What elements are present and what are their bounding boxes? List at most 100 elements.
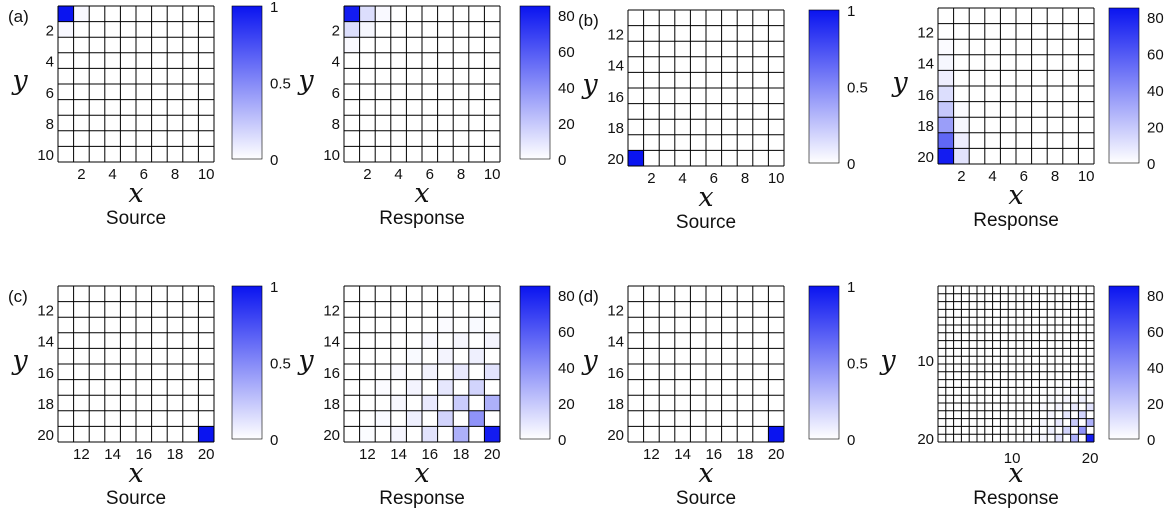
y-tick-label: 20 [37, 427, 54, 444]
heatmap-cell [344, 6, 360, 22]
heatmap-cell [468, 317, 485, 333]
colorbar: 00.51 [808, 3, 868, 173]
x-tick-label: 18 [453, 446, 470, 463]
heatmap-cell [468, 348, 485, 364]
heatmap-cell [1047, 426, 1055, 435]
x-tick-label: 6 [710, 170, 718, 187]
heatmap-panel-8: 10 20 10 20 x y Response 0 20 40 60 80 [879, 285, 1164, 509]
heatmap-cell [484, 426, 500, 442]
y-tick-label: 2 [46, 22, 54, 39]
heatmap-cell [390, 426, 407, 442]
x-tick-label: 12 [643, 446, 660, 463]
y-axis-label: y [891, 67, 908, 98]
heatmap-cell [1039, 418, 1048, 427]
heatmap-cell [1086, 403, 1094, 411]
heatmap-cell [1062, 410, 1071, 419]
heatmap-cell [344, 37, 360, 53]
heatmap-cell [1062, 379, 1071, 388]
x-tick-label: 4 [678, 170, 686, 187]
heatmap-cell [1086, 434, 1094, 442]
heatmap-cell [406, 379, 422, 396]
x-tick-label: 6 [140, 166, 148, 183]
colorbar-gradient [1108, 285, 1140, 440]
colorbar: 0 20 40 60 80 [519, 285, 575, 449]
y-axis-label: y [11, 345, 28, 376]
heatmap-cell [1070, 387, 1079, 396]
x-tick-label: 10 [198, 166, 215, 183]
colorbar-tick-label: 40 [1147, 83, 1164, 100]
panel-caption: Source [106, 488, 166, 509]
y-tick-label: 16 [37, 365, 54, 382]
colorbar-gradient [519, 5, 551, 160]
y-tick-label: 4 [332, 54, 340, 71]
y-tick-label: 4 [46, 54, 54, 71]
x-tick-label: 20 [1082, 450, 1099, 467]
y-tick-label: 16 [607, 365, 624, 382]
colorbar-tick-label: 80 [1147, 288, 1164, 305]
x-tick-label: 8 [457, 166, 465, 183]
x-axis-label: x [1008, 458, 1023, 489]
x-axis-label: x [698, 182, 713, 213]
heatmap-cell [1070, 434, 1079, 442]
heatmap-cell [453, 332, 469, 349]
colorbar-tick-label: 0 [270, 152, 278, 169]
colorbar-tick-label: 80 [558, 288, 575, 305]
heatmap-cell [1070, 403, 1079, 411]
colorbar-tick-label: 20 [1147, 396, 1164, 413]
heatmap-cell [953, 101, 970, 118]
heatmap-cell [1078, 395, 1087, 403]
heatmap-cell [390, 364, 407, 380]
colorbar-tick-label: 0 [270, 432, 278, 449]
y-tick-label: 20 [607, 151, 624, 168]
colorbar: 00.51 [231, 279, 291, 449]
y-tick-label: 18 [37, 396, 54, 413]
heatmap-cell [437, 348, 454, 364]
colorbar-tick-label: 20 [1147, 120, 1164, 137]
panel-caption: Response [973, 488, 1059, 509]
y-axis-label: y [581, 69, 598, 100]
x-tick-label: 6 [1020, 168, 1028, 185]
x-tick-label: 2 [77, 166, 85, 183]
y-tick-label: 10 [37, 147, 54, 164]
heatmap-cell [1062, 426, 1071, 435]
y-tick-label: 18 [607, 396, 624, 413]
x-tick-label: 12 [359, 446, 376, 463]
colorbar-tick-label: 0 [558, 432, 566, 449]
y-tick-label: 14 [607, 58, 624, 75]
x-tick-label: 14 [674, 446, 691, 463]
panel-label: (b) [578, 11, 599, 30]
heatmap-cell [1039, 403, 1048, 411]
y-tick-label: 20 [917, 431, 934, 448]
heatmap-cell [1055, 403, 1063, 411]
y-tick-label: 14 [917, 56, 934, 73]
heatmap-cell [437, 317, 454, 333]
heatmap-cell [484, 364, 500, 380]
grid [343, 5, 501, 163]
heatmap-cell [58, 21, 74, 38]
x-tick-label: 8 [1051, 168, 1059, 185]
heatmap-cell [453, 395, 469, 411]
grid [937, 285, 1095, 443]
heatmap-cell [359, 21, 376, 38]
grid [937, 7, 1095, 165]
heatmap-cell [359, 6, 376, 22]
x-tick-label: 20 [484, 446, 501, 463]
colorbar-tick-label: 60 [1147, 47, 1164, 64]
panel-caption: Source [106, 208, 166, 229]
x-tick-label: 4 [108, 166, 116, 183]
panel-caption: Response [973, 210, 1059, 231]
colorbar-tick-label: 1 [270, 0, 278, 16]
colorbar-gradient [808, 9, 840, 164]
colorbar: 0 20 40 60 80 [1108, 7, 1164, 173]
panel-label: (c) [8, 287, 28, 306]
colorbar-tick-label: 0 [847, 156, 855, 173]
y-axis-label: y [297, 345, 314, 376]
grid [627, 9, 785, 167]
heatmap-cell [1055, 418, 1063, 427]
y-tick-label: 6 [46, 85, 54, 102]
heatmap-cell [938, 117, 954, 133]
y-tick-label: 10 [917, 353, 934, 370]
